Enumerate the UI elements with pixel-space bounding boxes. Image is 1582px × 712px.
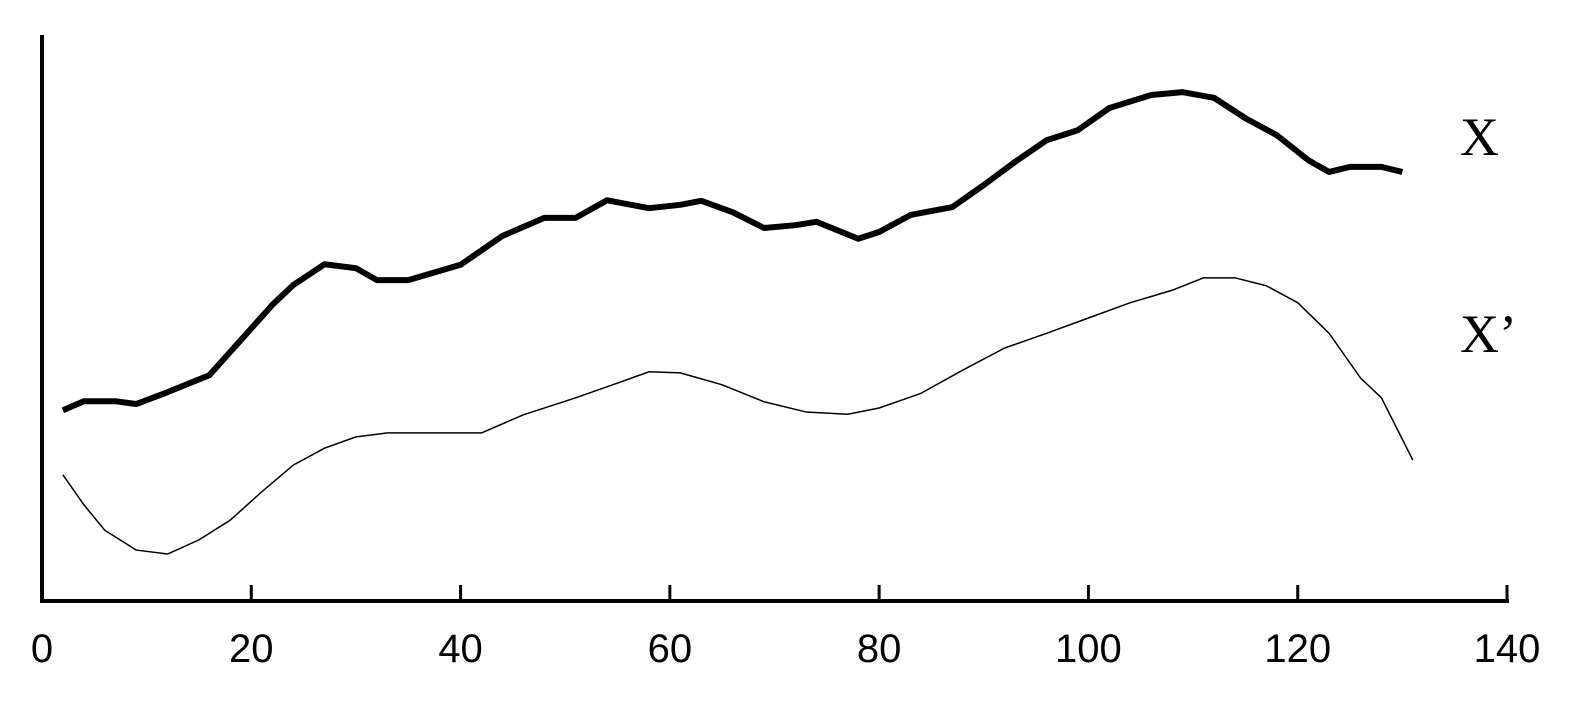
x-tick-label: 40: [438, 627, 483, 671]
series-label: X: [1460, 107, 1499, 167]
x-tick-label: 0: [31, 627, 53, 671]
series-line: [62, 277, 1414, 555]
x-tick-label: 60: [648, 627, 693, 671]
series-label: X’: [1460, 304, 1517, 364]
x-tick-label: 20: [229, 627, 274, 671]
x-tick-label: 120: [1264, 627, 1331, 671]
x-tick-label: 140: [1474, 627, 1541, 671]
x-tick-label: 80: [857, 627, 902, 671]
series-line: [61, 89, 1404, 414]
x-tick-label: 100: [1055, 627, 1122, 671]
